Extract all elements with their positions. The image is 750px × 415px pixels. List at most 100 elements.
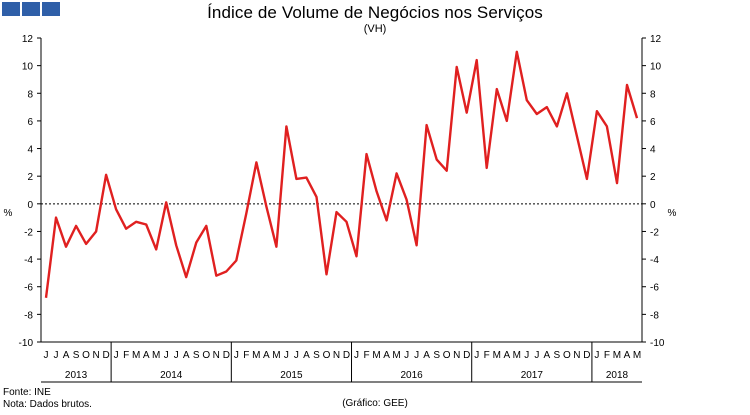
month-label: A: [63, 350, 70, 361]
month-label: N: [92, 350, 99, 361]
month-label: A: [423, 350, 430, 361]
month-label: J: [284, 350, 289, 361]
month-label: M: [372, 350, 380, 361]
chart-subtitle: (VH): [363, 23, 387, 35]
y-tick-label-right: -10: [650, 338, 665, 349]
logo-square: [22, 2, 40, 16]
month-label: M: [132, 350, 140, 361]
y-tick-label-right: 8: [650, 89, 656, 100]
month-label: D: [223, 350, 230, 361]
month-label: M: [633, 350, 641, 361]
year-label: 2017: [521, 370, 544, 381]
month-label: A: [143, 350, 150, 361]
month-label: D: [583, 350, 590, 361]
month-label: D: [343, 350, 350, 361]
month-label: A: [303, 350, 310, 361]
month-label: J: [164, 350, 169, 361]
y-tick-label-right: -2: [650, 227, 659, 238]
y-tick-label-left: -2: [24, 227, 33, 238]
y-tick-label-left: 4: [27, 145, 33, 156]
month-label: M: [252, 350, 260, 361]
month-label: J: [534, 350, 539, 361]
y-tick-label-left: -6: [24, 283, 33, 294]
month-label: N: [213, 350, 220, 361]
month-label: J: [114, 350, 119, 361]
month-label: J: [54, 350, 59, 361]
y-tick-label-left: -4: [24, 255, 33, 266]
month-label: N: [573, 350, 580, 361]
year-label: 2013: [65, 370, 88, 381]
month-label: F: [363, 350, 369, 361]
month-label: O: [563, 350, 571, 361]
month-label: F: [243, 350, 249, 361]
month-label: O: [82, 350, 90, 361]
year-label: 2018: [606, 370, 629, 381]
month-label: N: [453, 350, 460, 361]
month-label: J: [354, 350, 359, 361]
month-label: M: [493, 350, 501, 361]
y-tick-label-left: 10: [22, 62, 34, 73]
chart-title: Índice de Volume de Negócios nos Serviço…: [207, 3, 543, 22]
y-tick-label-right: 0: [650, 200, 656, 211]
y-tick-label-right: -4: [650, 255, 659, 266]
y-tick-label-left: 6: [27, 117, 33, 128]
month-label: J: [524, 350, 529, 361]
month-label: J: [474, 350, 479, 361]
y-tick-label-right: 6: [650, 117, 656, 128]
month-label: D: [102, 350, 109, 361]
month-label: A: [183, 350, 190, 361]
month-label: J: [234, 350, 239, 361]
month-label: A: [263, 350, 270, 361]
month-label: O: [202, 350, 210, 361]
year-label: 2016: [400, 370, 423, 381]
footnote-note: Nota: Dados brutos.: [3, 399, 92, 410]
month-label: A: [383, 350, 390, 361]
y-tick-label-left: -8: [24, 310, 33, 321]
y-tick-label-right: -6: [650, 283, 659, 294]
month-label: D: [463, 350, 470, 361]
month-label: M: [613, 350, 621, 361]
y-tick-label-left: 2: [27, 172, 33, 183]
month-label: J: [404, 350, 409, 361]
month-label: S: [313, 350, 320, 361]
series-line: [44, 50, 639, 298]
month-label: M: [513, 350, 521, 361]
month-label: M: [152, 350, 160, 361]
month-label: J: [174, 350, 179, 361]
logo-square: [2, 2, 20, 16]
y-tick-label-right: 12: [650, 34, 662, 45]
month-label: F: [123, 350, 129, 361]
year-label: 2015: [280, 370, 303, 381]
month-label: M: [392, 350, 400, 361]
logo: [2, 2, 60, 16]
y-tick-label-left: -10: [19, 338, 34, 349]
logo-square: [42, 2, 60, 16]
month-label: J: [414, 350, 419, 361]
y-axis-label-left: %: [4, 208, 13, 219]
month-label: J: [44, 350, 49, 361]
month-label: A: [544, 350, 551, 361]
y-tick-label-left: 0: [27, 200, 33, 211]
month-label: S: [554, 350, 561, 361]
month-label: S: [73, 350, 80, 361]
month-label: M: [272, 350, 280, 361]
footnote-source: Fonte: INE: [3, 387, 51, 398]
month-label: A: [503, 350, 510, 361]
month-label: S: [193, 350, 200, 361]
y-axis-label-right: %: [668, 208, 677, 219]
y-tick-label-left: 8: [27, 89, 33, 100]
y-tick-label-right: -8: [650, 310, 659, 321]
month-label: O: [443, 350, 451, 361]
month-label: O: [323, 350, 331, 361]
month-label: A: [624, 350, 631, 361]
year-label: 2014: [160, 370, 183, 381]
month-label: F: [604, 350, 610, 361]
y-tick-label-right: 10: [650, 62, 662, 73]
footnote-credit: (Gráfico: GEE): [342, 398, 408, 409]
month-label: J: [594, 350, 599, 361]
y-tick-label-left: 12: [22, 34, 34, 45]
month-label: N: [333, 350, 340, 361]
y-tick-label-right: 2: [650, 172, 656, 183]
month-label: J: [294, 350, 299, 361]
